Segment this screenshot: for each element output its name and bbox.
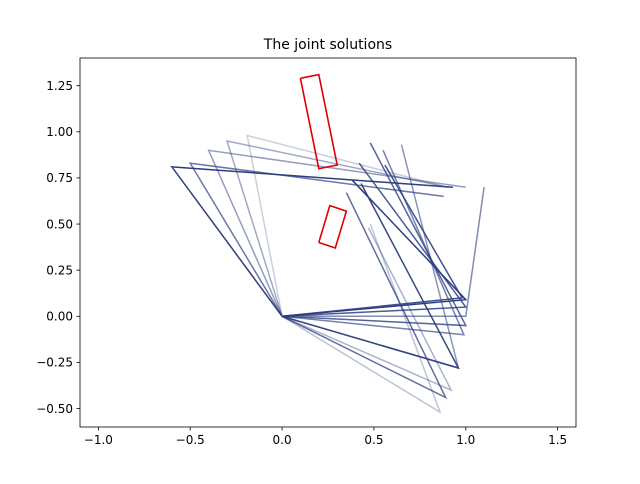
plot-background (80, 58, 576, 427)
obstacle-rectangle (318, 204, 348, 250)
obstacle-rectangle (299, 73, 339, 170)
arm-solution-line (282, 187, 485, 318)
x-tick-label: −0.5 (176, 433, 205, 447)
y-tick-label: 1.25 (46, 79, 73, 93)
plot-frame (79, 57, 577, 428)
y-tick-label: 0.50 (46, 217, 73, 231)
y-tick-label: 0.75 (46, 171, 73, 185)
arm-solution-line (281, 183, 460, 370)
arm-solution-line (282, 142, 468, 327)
y-axis: −0.50 −0.25 0.00 0.25 0.50 0.75 1.00 1.25 (36, 79, 80, 416)
arm-solution-line (225, 140, 448, 317)
y-tick-label: 0.00 (46, 310, 73, 324)
arm-solution-line (246, 134, 448, 317)
y-tick-label: 1.00 (46, 125, 73, 139)
arm-solution-line (282, 179, 468, 318)
x-tick-label: 1.0 (456, 433, 475, 447)
y-tick-label: 0.25 (46, 263, 73, 277)
x-tick-label: 1.5 (548, 433, 567, 447)
arm-lines (170, 134, 485, 414)
obstacles (299, 73, 348, 250)
x-tick-label: −1.0 (84, 433, 113, 447)
y-tick-label: −0.50 (36, 402, 73, 416)
arm-solution-line (207, 149, 466, 317)
x-tick-label: 0.5 (364, 433, 383, 447)
x-axis: −1.0 −0.5 0.0 0.5 1.0 1.5 (84, 427, 567, 447)
plot-area (80, 58, 576, 427)
arm-solution-line (281, 227, 453, 392)
arm-solution-line (282, 162, 468, 318)
arm-solution-line (282, 149, 466, 336)
arm-solution-line (281, 223, 442, 414)
x-tick-label: 0.0 (273, 433, 292, 447)
arm-solution-line (188, 162, 444, 317)
arm-solution-line (281, 192, 448, 400)
y-tick-label: −0.25 (36, 356, 73, 370)
arm-solution-line (170, 166, 453, 317)
chart-title: The joint solutions (263, 37, 392, 53)
